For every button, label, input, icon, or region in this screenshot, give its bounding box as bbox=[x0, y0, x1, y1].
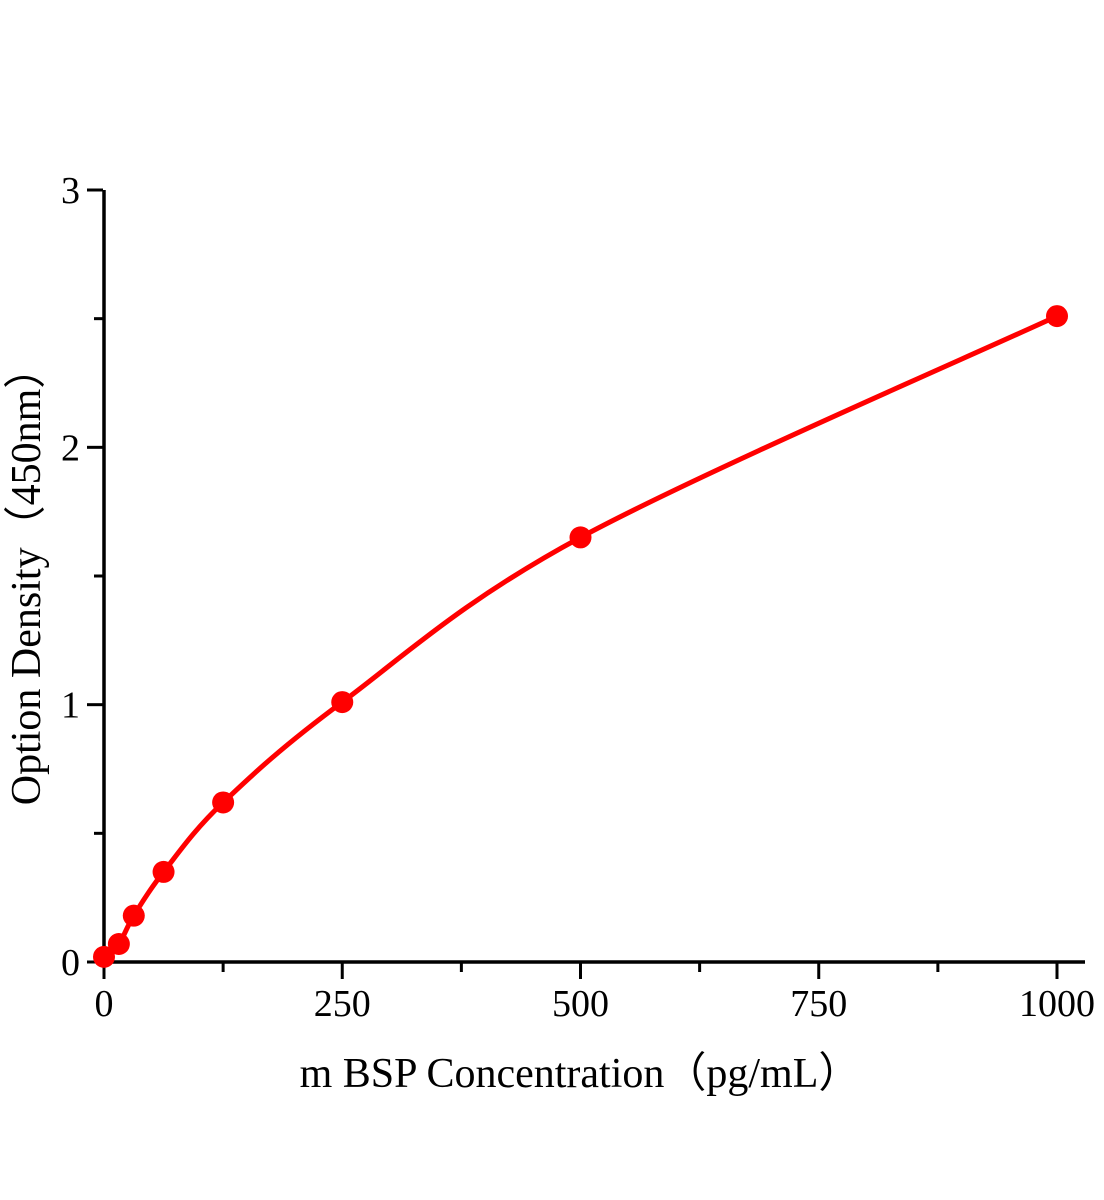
standard-curve-series bbox=[93, 305, 1068, 968]
standard-curve-path bbox=[101, 313, 1060, 960]
data-point bbox=[331, 691, 354, 714]
x-axis-tick-labels: 0 250 500 750 1000 bbox=[95, 983, 1096, 1025]
data-point bbox=[152, 860, 175, 883]
data-point bbox=[93, 945, 115, 968]
y-axis-ticks bbox=[87, 188, 103, 964]
y-tick-label: 2 bbox=[61, 427, 80, 469]
y-tick-label: 0 bbox=[61, 942, 80, 984]
data-point bbox=[107, 932, 130, 955]
x-axis-ticks bbox=[102, 963, 1059, 979]
axes bbox=[102, 190, 1085, 964]
data-point bbox=[569, 526, 592, 549]
data-point bbox=[122, 904, 145, 927]
y-axis-title: Option Density（450nm） bbox=[4, 347, 50, 806]
x-tick-label: 250 bbox=[314, 983, 371, 1025]
x-tick-label: 750 bbox=[790, 983, 847, 1025]
x-tick-label: 500 bbox=[552, 983, 609, 1025]
data-point bbox=[212, 791, 235, 814]
axis-lines bbox=[102, 190, 1085, 964]
y-axis-tick-labels: 0 1 2 3 bbox=[61, 170, 80, 984]
data-point bbox=[1046, 305, 1068, 328]
x-axis-title: m BSP Concentration（pg/mL） bbox=[300, 1051, 861, 1097]
y-tick-label: 3 bbox=[61, 170, 80, 212]
x-tick-label: 0 bbox=[95, 983, 114, 1025]
x-tick-label: 1000 bbox=[1019, 983, 1095, 1025]
y-tick-label: 1 bbox=[61, 685, 80, 727]
